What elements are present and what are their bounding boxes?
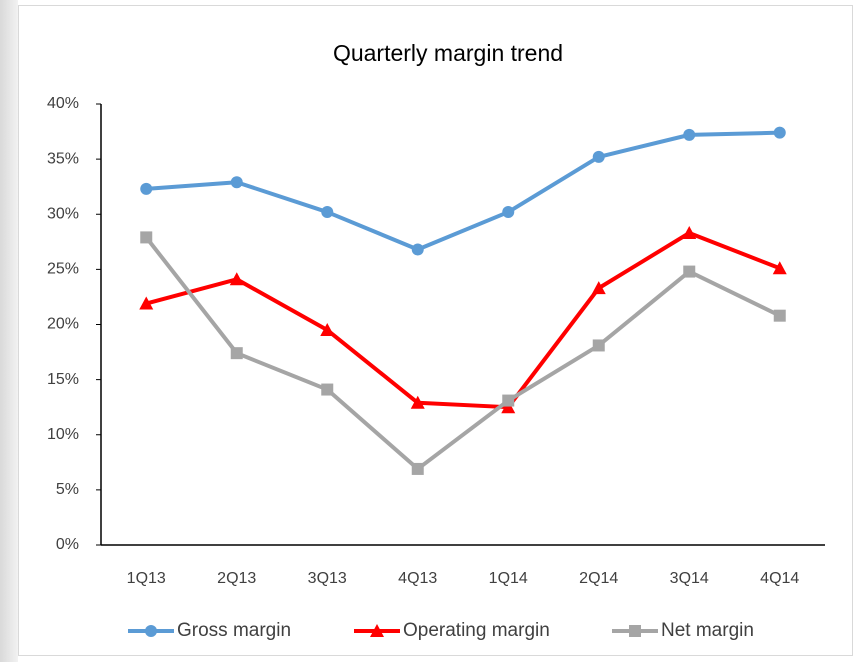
data-point [682, 225, 697, 239]
data-point [321, 383, 334, 396]
legend-marker [370, 624, 384, 637]
legend-marker [629, 625, 641, 637]
y-tick-label: 20% [47, 316, 79, 333]
data-point [592, 150, 605, 163]
y-tick-label: 15% [47, 371, 79, 388]
data-point [773, 309, 786, 322]
y-tick-label: 0% [56, 536, 79, 553]
data-point [140, 182, 153, 195]
x-tick-label: 2Q14 [579, 570, 618, 587]
data-point [501, 400, 516, 414]
x-tick-label: 4Q13 [398, 570, 437, 587]
legend-label: Gross margin [177, 620, 291, 641]
series-line [144, 236, 781, 471]
x-tick-label: 3Q14 [670, 570, 709, 587]
y-tick-label: 40% [47, 95, 79, 112]
data-point [592, 339, 605, 352]
chart-frame [18, 5, 853, 656]
data-point [773, 126, 786, 139]
data-point [683, 265, 696, 278]
x-tick-label: 4Q14 [760, 570, 799, 587]
data-point [502, 394, 515, 407]
y-tick-label: 5% [56, 481, 79, 498]
data-point [320, 323, 335, 337]
data-point [139, 296, 154, 310]
legend-label: Operating margin [403, 620, 550, 641]
y-tick-label: 10% [47, 426, 79, 443]
x-tick-label: 1Q13 [127, 570, 166, 587]
series-line [145, 230, 781, 410]
data-point [591, 281, 606, 295]
y-tick-label: 35% [47, 150, 79, 167]
data-point [411, 243, 424, 256]
chart-title: Quarterly margin trend [333, 40, 563, 66]
data-point [229, 272, 244, 286]
data-point [410, 395, 425, 409]
data-point [321, 206, 334, 219]
data-point [502, 206, 515, 219]
y-tick-label: 25% [47, 261, 79, 278]
data-point [411, 462, 424, 475]
legend-label: Net margin [661, 620, 754, 641]
x-tick-label: 1Q14 [489, 570, 528, 587]
data-point [683, 128, 696, 141]
legend-marker [145, 625, 157, 637]
x-tick-label: 2Q13 [217, 570, 256, 587]
data-point [140, 231, 153, 244]
data-point [230, 176, 243, 189]
data-point [772, 261, 787, 275]
series-line [146, 130, 780, 252]
data-point [230, 347, 243, 360]
x-tick-label: 3Q13 [308, 570, 347, 587]
y-tick-label: 30% [47, 205, 79, 222]
